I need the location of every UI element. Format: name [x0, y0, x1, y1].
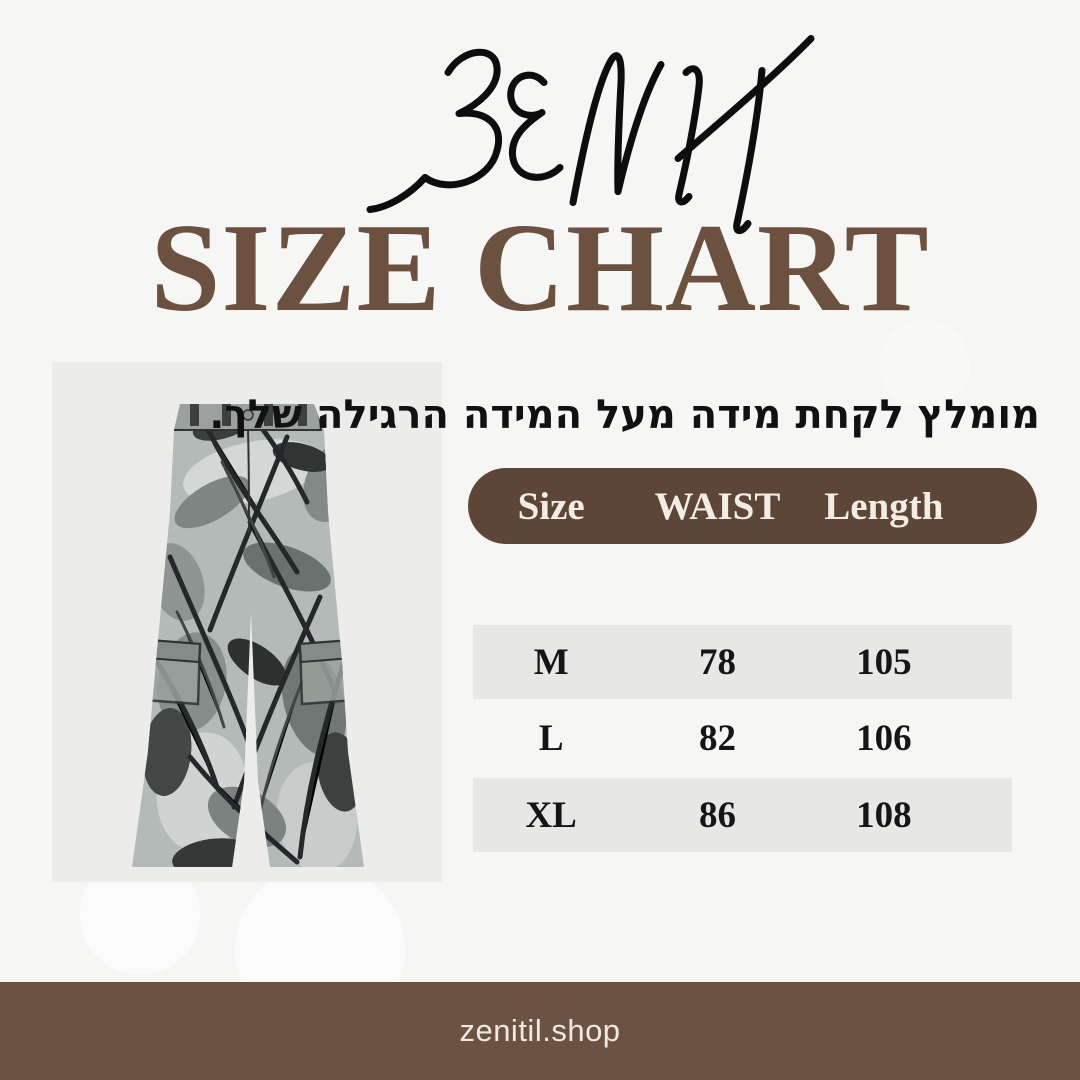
cell-size: XL [525, 794, 577, 836]
cell-size: L [538, 718, 564, 759]
column-header-waist: WAIST [654, 484, 781, 528]
footer-bar: zenitil.shop [0, 982, 1080, 1080]
column-header-size: Size [517, 484, 585, 528]
footer-website-text: zenitil.shop [459, 1013, 621, 1048]
table-row-xl: XL 86 108 [468, 778, 1037, 852]
product-image-pants [52, 362, 442, 882]
table-row-m: M 78 105 [468, 625, 1037, 699]
cell-length: 108 [856, 794, 912, 836]
brand-signature-zenit-logo [366, 35, 815, 235]
hebrew-size-note: מומלץ לקחת מידה מעל המידה הרגילה שלך. [209, 392, 1040, 438]
column-header-length: Length [824, 484, 944, 528]
cell-length: 106 [856, 718, 912, 759]
size-table-header: Size WAIST Length [468, 468, 1037, 544]
decor-circle [880, 320, 970, 410]
size-table-body: M 78 105 L 82 106 XL 86 108 [468, 625, 1037, 852]
page-title: SIZE CHART [150, 199, 930, 338]
cell-waist: 86 [698, 794, 736, 836]
cell-size: M [533, 641, 569, 683]
cell-waist: 82 [698, 718, 736, 759]
size-table: Size WAIST Length M 78 105 L 82 106 [468, 468, 1037, 852]
camo-pants-illustration [132, 404, 364, 867]
cell-length: 105 [856, 641, 912, 683]
cell-waist: 78 [698, 641, 736, 683]
table-row-l: L 82 106 [468, 699, 1037, 778]
